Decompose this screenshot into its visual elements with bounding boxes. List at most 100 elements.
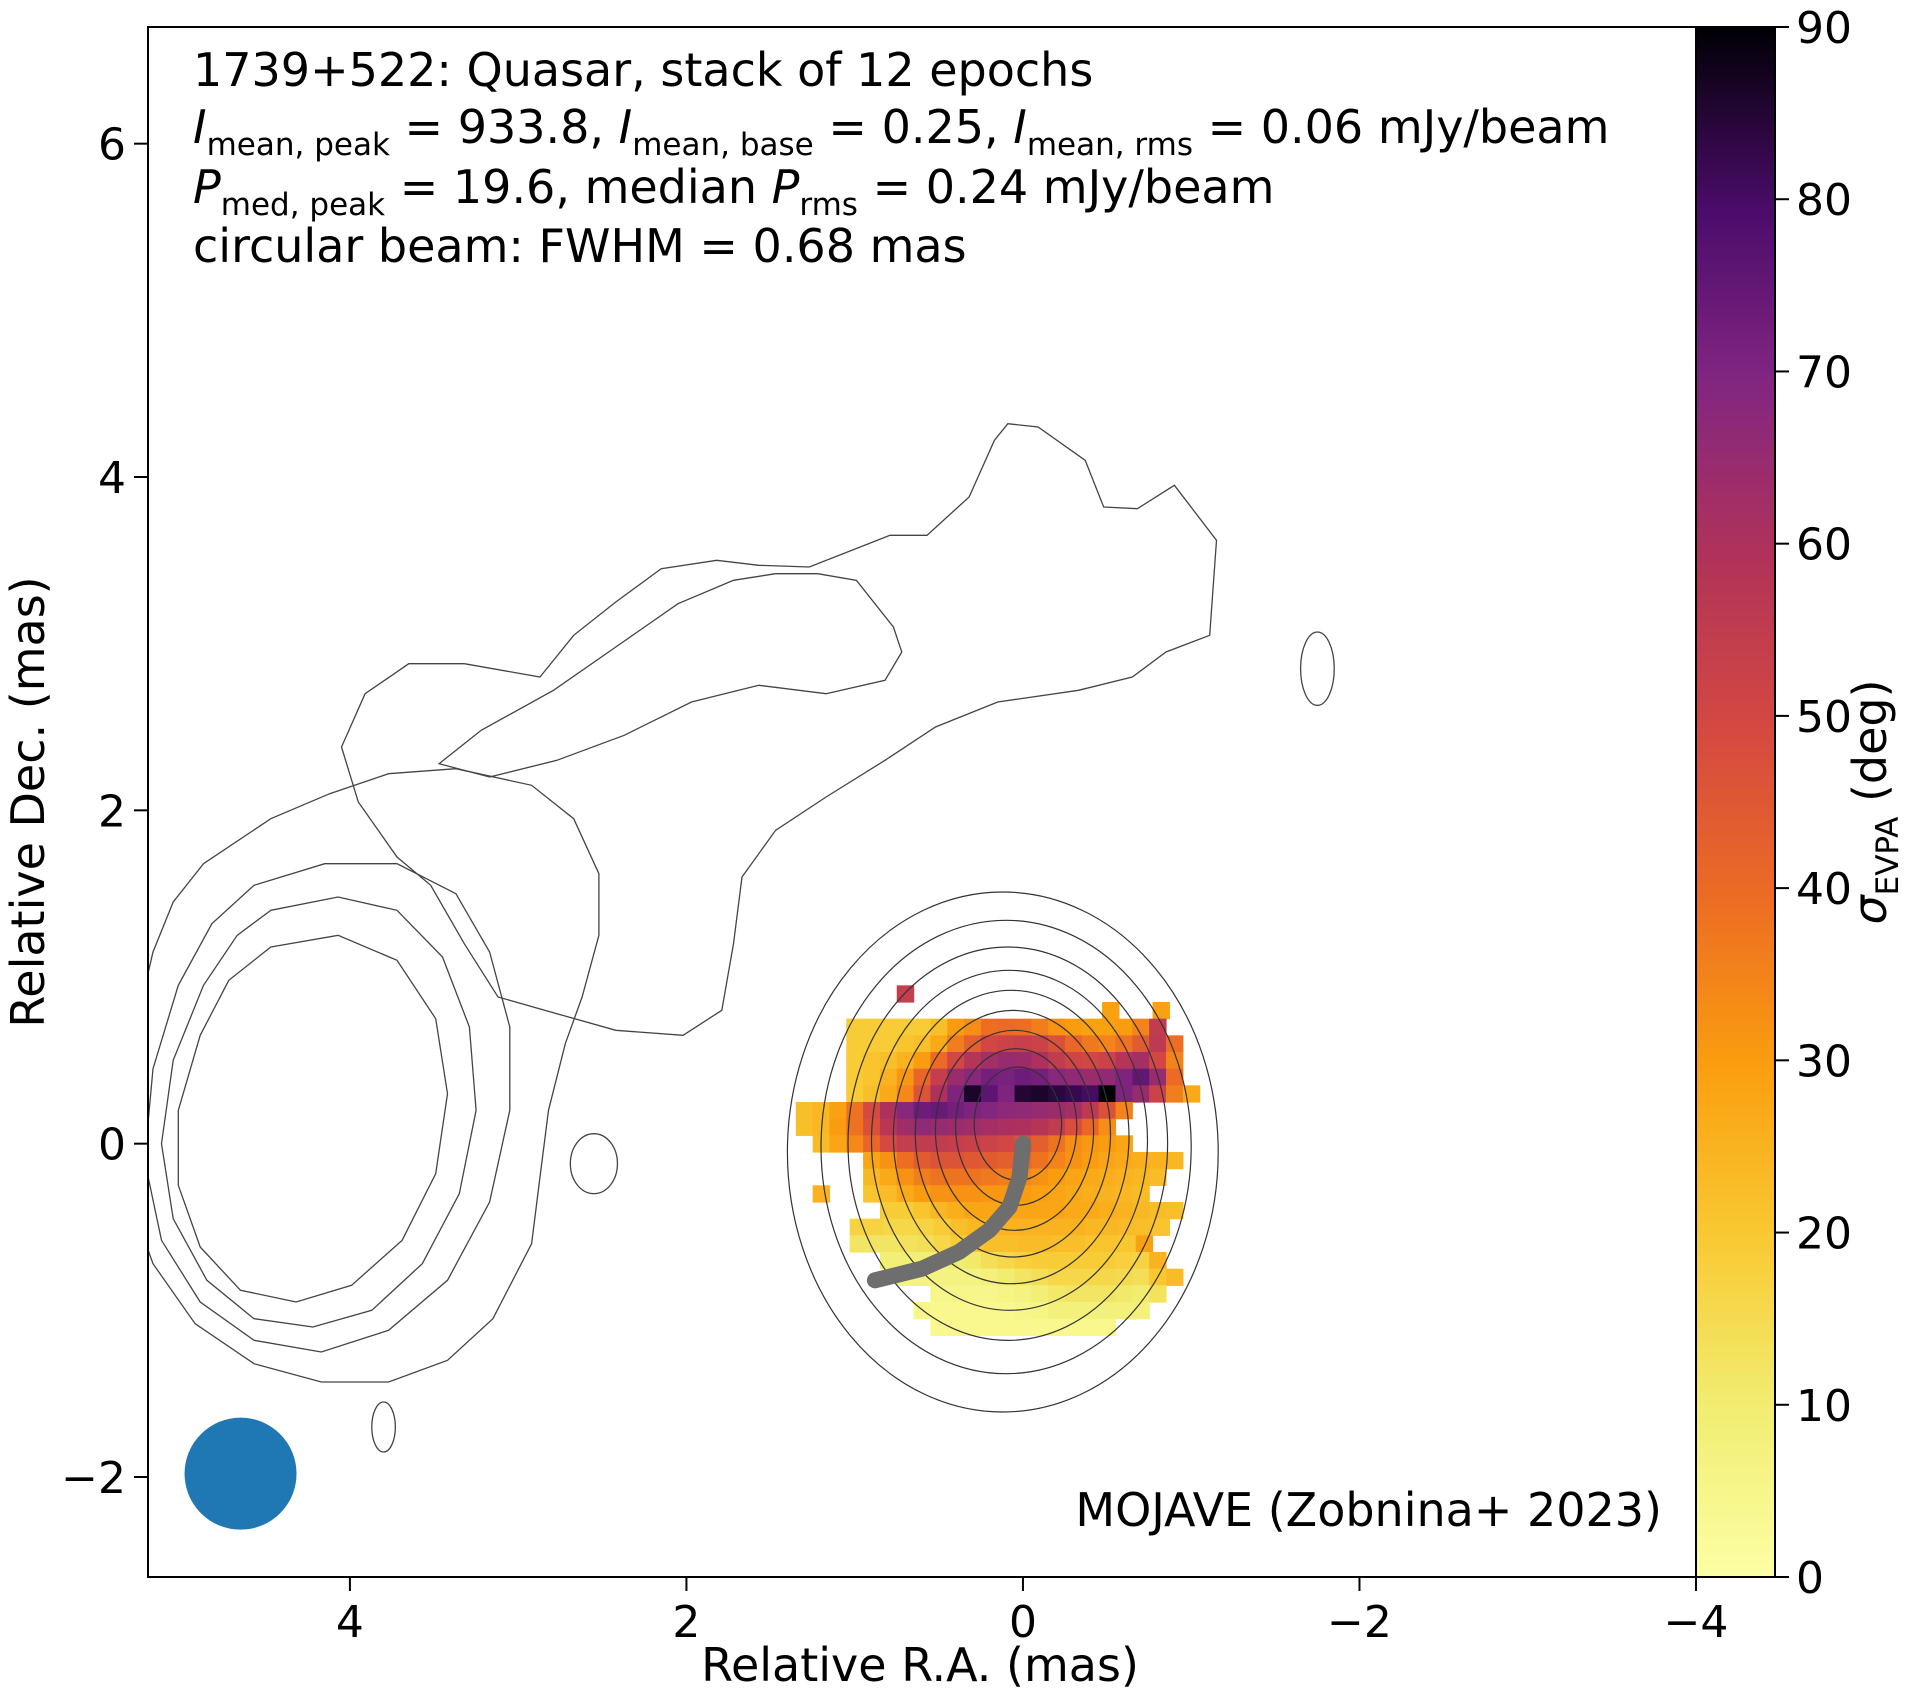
pixel-10-16 xyxy=(1081,1152,1100,1170)
pixel-16-5 xyxy=(964,1252,982,1270)
pixel-3-13 xyxy=(1065,1035,1083,1053)
pixel-17-7 xyxy=(1014,1268,1032,1286)
pixel-7-15 xyxy=(1048,1102,1066,1120)
pixel-16-8 xyxy=(1014,1252,1032,1270)
pixel-8-12 xyxy=(997,1118,1016,1136)
pixel-10-4 xyxy=(879,1152,898,1170)
pixel-5-1 xyxy=(863,1068,881,1086)
pixel-7-17 xyxy=(1081,1102,1100,1120)
pixel-14-2 xyxy=(883,1218,901,1236)
pixel-4-17 xyxy=(1132,1052,1150,1070)
pixel-3-11 xyxy=(1031,1035,1049,1053)
pixel-19-8 xyxy=(1031,1302,1049,1320)
pixel-4-10 xyxy=(1014,1052,1032,1070)
pixel-2-8 xyxy=(980,1018,999,1036)
pixel-7-8 xyxy=(930,1102,948,1120)
pixel-3-16 xyxy=(1115,1035,1133,1053)
y-tick-label-1: 0 xyxy=(98,1120,126,1171)
pixel-8-15 xyxy=(1048,1118,1066,1136)
pixel-4-1 xyxy=(863,1052,881,1070)
colorbar-tick-label-8: 80 xyxy=(1796,175,1852,226)
pixel-14-17 xyxy=(1135,1218,1154,1236)
x-tick-label-3: −2 xyxy=(1327,1597,1392,1648)
pixel-3-6 xyxy=(947,1035,965,1053)
pixel-11-4 xyxy=(879,1168,898,1186)
colorbar-tick-label-1: 10 xyxy=(1796,1381,1852,1432)
pixel-9-6 xyxy=(896,1135,915,1153)
pixel-7-13 xyxy=(1014,1102,1032,1120)
pixel-14-3 xyxy=(900,1218,918,1236)
pixel-10-20 xyxy=(1149,1152,1167,1170)
pixel-12-9 xyxy=(964,1185,982,1203)
pixel-15-9 xyxy=(1001,1235,1019,1253)
pixel-18-3 xyxy=(947,1285,965,1303)
pixel-6-6 xyxy=(947,1085,965,1103)
pixel-15-13 xyxy=(1068,1235,1086,1253)
pixel-5-9 xyxy=(997,1068,1016,1086)
pixel-9-7 xyxy=(913,1135,932,1153)
pixel-15-16 xyxy=(1118,1235,1137,1253)
y-tick-label-2: 2 xyxy=(98,786,126,837)
pixel-19-13 xyxy=(1115,1302,1133,1320)
info-line-title: 1739+522: Quasar, stack of 12 epochs xyxy=(193,43,1093,97)
pixel-7-2 xyxy=(829,1102,847,1120)
pixel-4-12 xyxy=(1048,1052,1066,1070)
contour-ring-4 xyxy=(892,989,1130,1285)
contour-5 xyxy=(177,934,449,1303)
pixel-8-7 xyxy=(913,1118,932,1136)
pixel-4-2 xyxy=(879,1052,898,1070)
plot-area: 4 2 0 −2 −4 −2 0 2 4 6 xyxy=(61,26,1729,1648)
pixel-2-4 xyxy=(913,1018,932,1036)
pixel-15-10 xyxy=(1017,1235,1036,1253)
pixel-12-10 xyxy=(980,1185,999,1203)
pixel-5-8 xyxy=(980,1068,999,1086)
credit-label: MOJAVE (Zobnina+ 2023) xyxy=(1075,1483,1662,1537)
pixel-20-10 xyxy=(1065,1318,1083,1336)
pixel-10-21 xyxy=(1165,1152,1184,1170)
pixel-2-10 xyxy=(1014,1018,1032,1036)
pixel-19-5 xyxy=(980,1302,999,1320)
pixel-18-2 xyxy=(930,1285,948,1303)
pixel-5-11 xyxy=(1031,1068,1049,1086)
pixel-3-19 xyxy=(1165,1035,1184,1053)
pixel-12-16 xyxy=(1081,1185,1100,1203)
pixel-4-18 xyxy=(1149,1052,1167,1070)
pixel-18-5 xyxy=(980,1285,999,1303)
pixel-14-12 xyxy=(1051,1218,1069,1236)
info-line-polarization: Pmed, peak = 19.6, median Prms = 0.24 mJ… xyxy=(193,160,1274,223)
pixel-12-7 xyxy=(930,1185,948,1203)
colorbar-gradient xyxy=(1695,26,1776,1578)
contour-4 xyxy=(160,896,477,1328)
pixel-9-12 xyxy=(997,1135,1016,1153)
pixel-19-14 xyxy=(1132,1302,1150,1320)
pixel-6-3 xyxy=(896,1085,915,1103)
contour-ring-1 xyxy=(820,919,1192,1375)
pixel-2-6 xyxy=(947,1018,965,1036)
pixel-4-16 xyxy=(1115,1052,1133,1070)
pixel-15-17 xyxy=(1135,1235,1154,1253)
x-tick-label-4: −4 xyxy=(1664,1597,1729,1648)
pixel-2-7 xyxy=(964,1018,982,1036)
contour-2 xyxy=(148,768,600,1383)
pixel-10-18 xyxy=(1115,1152,1133,1170)
pixel-9-16 xyxy=(1065,1135,1083,1153)
pixel-2-16 xyxy=(1115,1018,1133,1036)
pixel-13-3 xyxy=(896,1202,915,1220)
pixel-19-10 xyxy=(1065,1302,1083,1320)
pixel-9-10 xyxy=(964,1135,982,1153)
pixel-17-10 xyxy=(1065,1268,1083,1286)
pixel-5-0 xyxy=(846,1068,864,1086)
pixel-19-4 xyxy=(964,1302,982,1320)
pixel-8-16 xyxy=(1065,1118,1083,1136)
pixel-14-18 xyxy=(1152,1218,1170,1236)
ridge-line xyxy=(866,1135,1031,1289)
pixel-3-1 xyxy=(863,1035,881,1053)
pixel-18-12 xyxy=(1098,1285,1117,1303)
pixel-10-5 xyxy=(896,1152,915,1170)
pixel-11-9 xyxy=(964,1168,982,1186)
pixel-5-3 xyxy=(896,1068,915,1086)
contour-1 xyxy=(437,573,903,778)
pixel-2-12 xyxy=(1048,1018,1066,1036)
pixel-2-13 xyxy=(1065,1018,1083,1036)
pixel-15-0 xyxy=(849,1235,868,1253)
